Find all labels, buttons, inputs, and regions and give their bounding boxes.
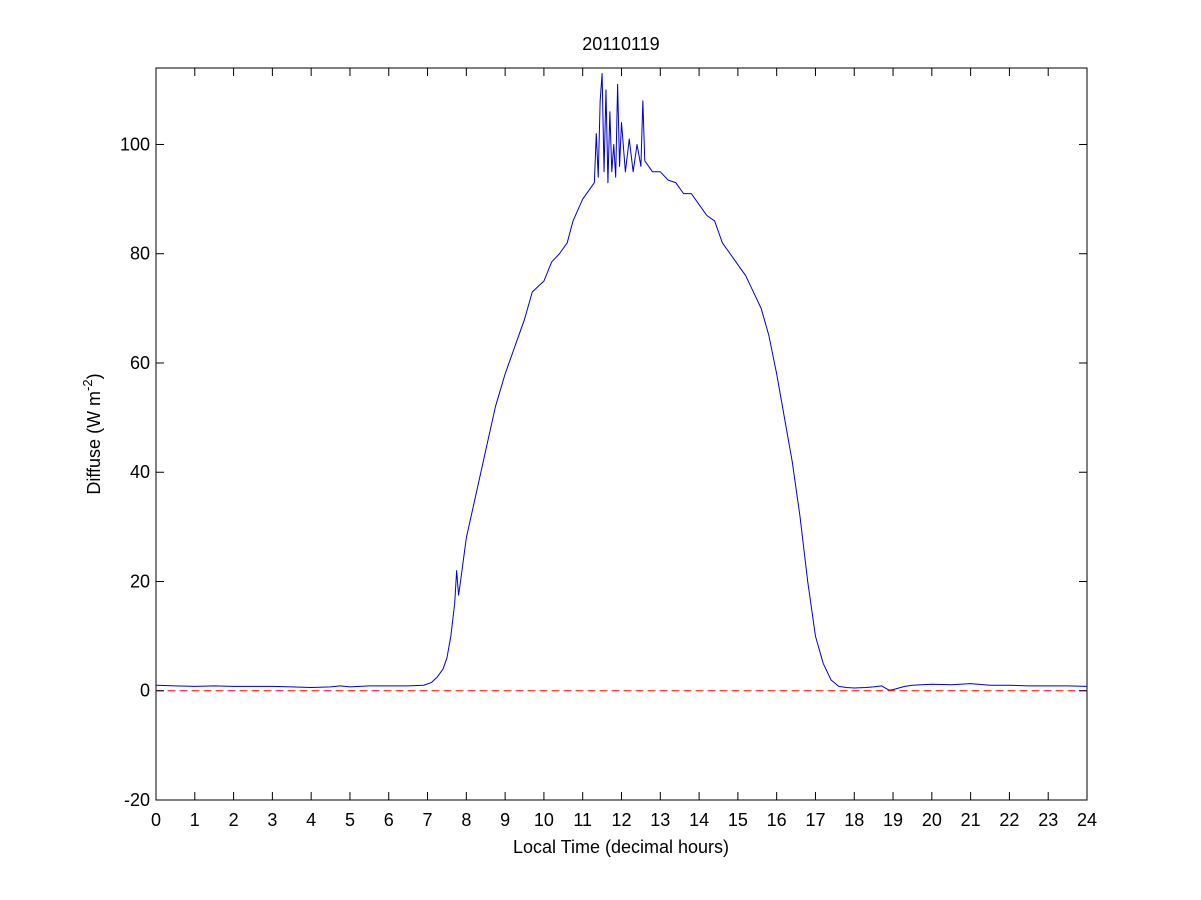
x-tick-label: 9 (500, 810, 510, 830)
x-tick-label: 14 (689, 810, 709, 830)
y-tick-label: 80 (130, 244, 150, 264)
diffuse-data-line (155, 72, 1088, 691)
x-tick-label: 18 (844, 810, 864, 830)
x-tick-label: 19 (883, 810, 903, 830)
y-tick-label: 40 (130, 462, 150, 482)
y-tick-label: 60 (130, 353, 150, 373)
x-tick-label: 0 (151, 810, 161, 830)
chart-title: 20110119 (582, 34, 659, 54)
y-tick-label: 0 (140, 681, 150, 701)
y-axis-label-main: Diffuse (W m (84, 391, 104, 495)
y-tick-label: 20 (130, 571, 150, 591)
plot-frame (155, 67, 1088, 801)
x-tick-label: 1 (190, 810, 200, 830)
x-axis-label: Local Time (decimal hours) (513, 837, 729, 857)
y-axis-label-suffix: ) (84, 373, 104, 379)
x-tick-label: 2 (229, 810, 239, 830)
x-tick-label: 17 (805, 810, 825, 830)
x-tick-label: 10 (534, 810, 554, 830)
x-tick-label: 20 (922, 810, 942, 830)
x-tick-label: 16 (767, 810, 787, 830)
x-tick-label: 12 (611, 810, 631, 830)
x-tick-label: 7 (423, 810, 433, 830)
x-tick-label: 3 (267, 810, 277, 830)
x-tick-label: 15 (728, 810, 748, 830)
x-tick-label: 23 (1038, 810, 1058, 830)
x-tick-label: 24 (1077, 810, 1097, 830)
y-axis-label: Diffuse (W m-2) (80, 373, 104, 494)
x-tick-label: 21 (961, 810, 981, 830)
x-tick-label: 8 (461, 810, 471, 830)
y-axis-label-superscript: -2 (80, 379, 95, 391)
x-tick-label: 13 (650, 810, 670, 830)
x-tick-label: 5 (345, 810, 355, 830)
plot-area: 0 1 2 3 4 5 6 7 8 9 10 11 12 13 14 15 16 17 18 19 20 21 22 23 24… (120, 67, 1097, 830)
x-tick-label: 11 (573, 810, 592, 830)
y-tick-label: 100 (120, 134, 150, 154)
x-tick-label: 4 (306, 810, 316, 830)
y-tick-label: -20 (124, 790, 150, 810)
x-tick-label: 22 (999, 810, 1019, 830)
x-tick-label: 6 (384, 810, 394, 830)
